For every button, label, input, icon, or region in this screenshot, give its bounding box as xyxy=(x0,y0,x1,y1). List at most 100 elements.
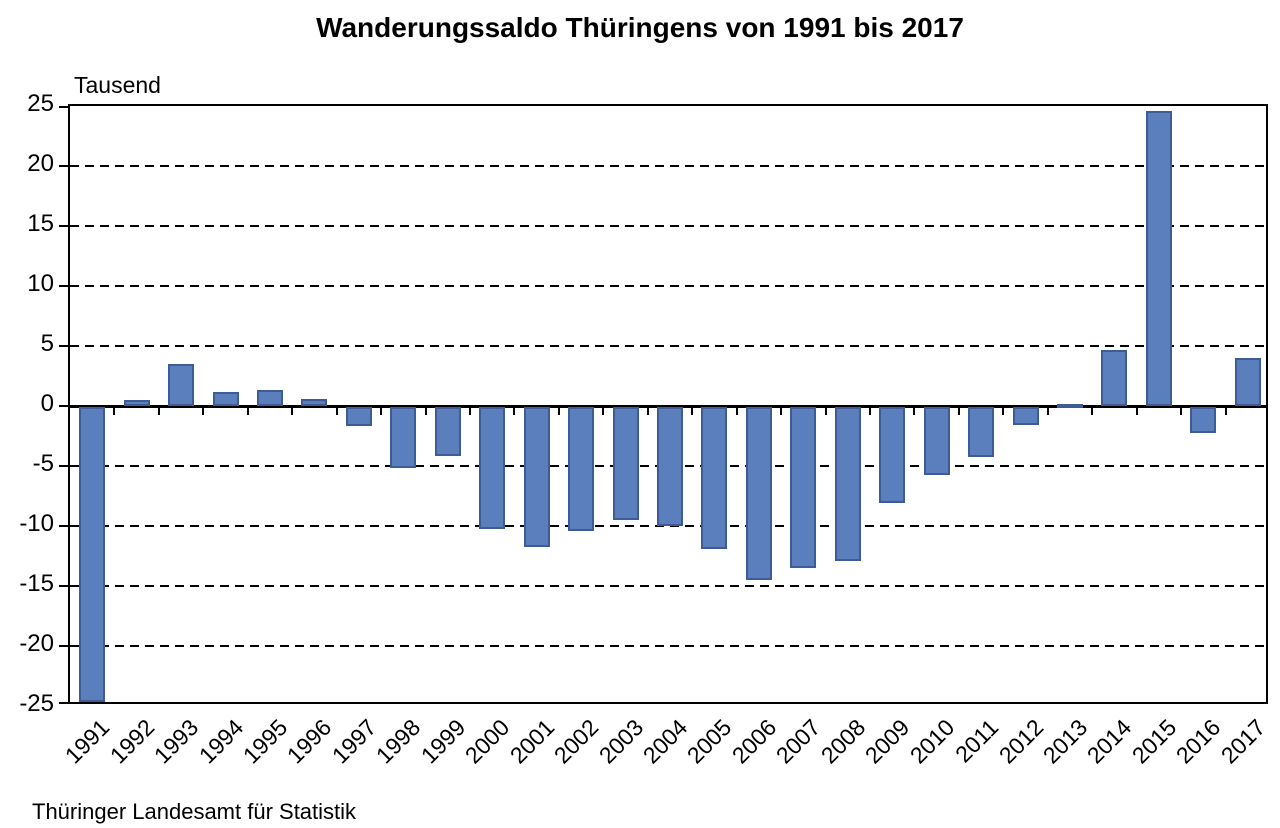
zero-axis-line xyxy=(70,405,1266,408)
gridline-5 xyxy=(70,345,1266,347)
x-axis-tick-2 xyxy=(157,406,160,415)
gridline--10 xyxy=(70,525,1266,527)
x-tick-label-2013: 2013 xyxy=(1037,714,1093,769)
y-axis-tick-15 xyxy=(59,225,69,227)
x-axis-tick-25 xyxy=(1180,406,1183,415)
x-tick-label-1994: 1994 xyxy=(193,714,248,769)
x-axis-tick-18 xyxy=(869,406,871,415)
bar-2014 xyxy=(1101,349,1128,406)
x-tick-label-2009: 2009 xyxy=(860,714,915,769)
x-tick-label-2002: 2002 xyxy=(548,714,604,769)
bar-2012 xyxy=(1012,407,1039,425)
y-tick-label--10: -10 xyxy=(19,510,54,537)
x-tick-label-2007: 2007 xyxy=(771,714,826,769)
bar-2001 xyxy=(523,407,550,548)
y-axis-tick--20 xyxy=(59,645,69,647)
x-tick-label-1997: 1997 xyxy=(326,714,382,769)
x-tick-label-1992: 1992 xyxy=(104,714,160,769)
bar-2017 xyxy=(1234,358,1261,406)
x-axis-tick-22 xyxy=(1046,406,1049,415)
bar-1996 xyxy=(301,398,328,406)
x-axis-tick-1 xyxy=(113,406,116,415)
x-axis-tick-23 xyxy=(1091,406,1094,415)
y-axis-tick-10 xyxy=(59,285,69,287)
y-axis-tick-labels: 25 20 15 10 5 0 -5 -10 -15 -20 -25 xyxy=(0,91,54,717)
bar-2004 xyxy=(657,407,683,526)
bar-1994 xyxy=(212,391,239,406)
bar-2011 xyxy=(968,407,995,458)
x-tick-label-1998: 1998 xyxy=(371,714,426,769)
x-axis-tick-26 xyxy=(1224,406,1227,415)
x-axis-tick-21 xyxy=(1002,406,1005,415)
x-axis-tick-5 xyxy=(291,406,294,415)
bar-1995 xyxy=(257,390,283,406)
y-tick-label-0: 0 xyxy=(40,390,54,417)
x-tick-label-2005: 2005 xyxy=(682,714,737,769)
x-tick-label-2017: 2017 xyxy=(1215,714,1271,769)
gridline-20 xyxy=(70,165,1266,167)
gridline--20 xyxy=(70,645,1266,647)
y-axis-tick-20 xyxy=(59,165,69,167)
x-tick-label-2001: 2001 xyxy=(504,714,560,769)
bar-1992 xyxy=(123,400,150,406)
y-axis-tick-25 xyxy=(59,106,69,108)
x-tick-label-2000: 2000 xyxy=(460,714,515,769)
y-axis-tick--10 xyxy=(59,525,69,527)
source-attribution: Thüringer Landesamt für Statistik xyxy=(32,799,357,824)
x-tick-label-2012: 2012 xyxy=(993,714,1048,769)
x-tick-label-1996: 1996 xyxy=(282,714,337,769)
y-axis-tick--25 xyxy=(59,702,69,704)
x-tick-label-2010: 2010 xyxy=(904,714,960,769)
x-tick-label-2003: 2003 xyxy=(593,714,648,769)
y-axis-tick--5 xyxy=(59,465,69,467)
y-tick-label-25: 25 xyxy=(27,90,54,117)
y-tick-label-15: 15 xyxy=(27,210,54,237)
y-tick-label--20: -20 xyxy=(19,630,54,657)
y-tick-label-10: 10 xyxy=(27,270,54,297)
x-axis-tick-11 xyxy=(557,406,560,415)
bar-1997 xyxy=(345,407,372,427)
bar-1998 xyxy=(390,407,417,469)
bar-2008 xyxy=(834,407,861,561)
y-tick-label--15: -15 xyxy=(19,570,54,597)
chart-title: Wanderungssaldo Thüringens von 1991 bis … xyxy=(316,12,964,43)
x-tick-label-2006: 2006 xyxy=(726,714,782,769)
bar-2016 xyxy=(1190,407,1217,434)
x-tick-label-2016: 2016 xyxy=(1171,714,1226,769)
x-axis-tick-14 xyxy=(691,406,694,415)
gridline--15 xyxy=(70,585,1266,587)
x-tick-label-1991: 1991 xyxy=(60,714,115,769)
bar-2015 xyxy=(1145,110,1172,406)
y-axis-unit-label: Tausend xyxy=(74,72,161,98)
bar-1993 xyxy=(168,364,195,406)
bar-2013 xyxy=(1057,404,1083,408)
x-tick-label-2008: 2008 xyxy=(815,714,871,769)
x-tick-label-2004: 2004 xyxy=(637,714,693,769)
bar-2005 xyxy=(701,407,728,549)
bar-1991 xyxy=(79,407,106,703)
x-axis-tick-17 xyxy=(824,406,827,415)
bar-2010 xyxy=(923,407,950,476)
x-tick-label-2011: 2011 xyxy=(950,714,1004,768)
x-axis-tick-19 xyxy=(913,406,916,415)
bar-2009 xyxy=(879,407,906,503)
plot-area xyxy=(59,104,1268,704)
x-tick-label-2015: 2015 xyxy=(1126,714,1182,769)
bar-2002 xyxy=(568,407,595,531)
x-axis-tick-13 xyxy=(646,406,649,415)
x-axis-tick-16 xyxy=(780,406,783,415)
y-axis-tick--15 xyxy=(59,585,69,587)
x-axis-tick-20 xyxy=(957,406,960,415)
x-tick-label-1995: 1995 xyxy=(237,714,293,769)
x-axis-tick-7 xyxy=(380,406,383,415)
gridline-10 xyxy=(70,285,1266,287)
y-axis-tick-5 xyxy=(59,345,69,347)
x-tick-label-1999: 1999 xyxy=(415,714,471,769)
y-tick-label--5: -5 xyxy=(32,450,54,477)
y-tick-label--25: -25 xyxy=(19,690,54,717)
y-tick-label-20: 20 xyxy=(27,150,54,177)
x-axis-tick-15 xyxy=(735,406,738,415)
x-axis-tick-12 xyxy=(602,406,605,415)
x-axis-tick-3 xyxy=(202,406,205,415)
x-axis-tick-24 xyxy=(1135,406,1138,415)
